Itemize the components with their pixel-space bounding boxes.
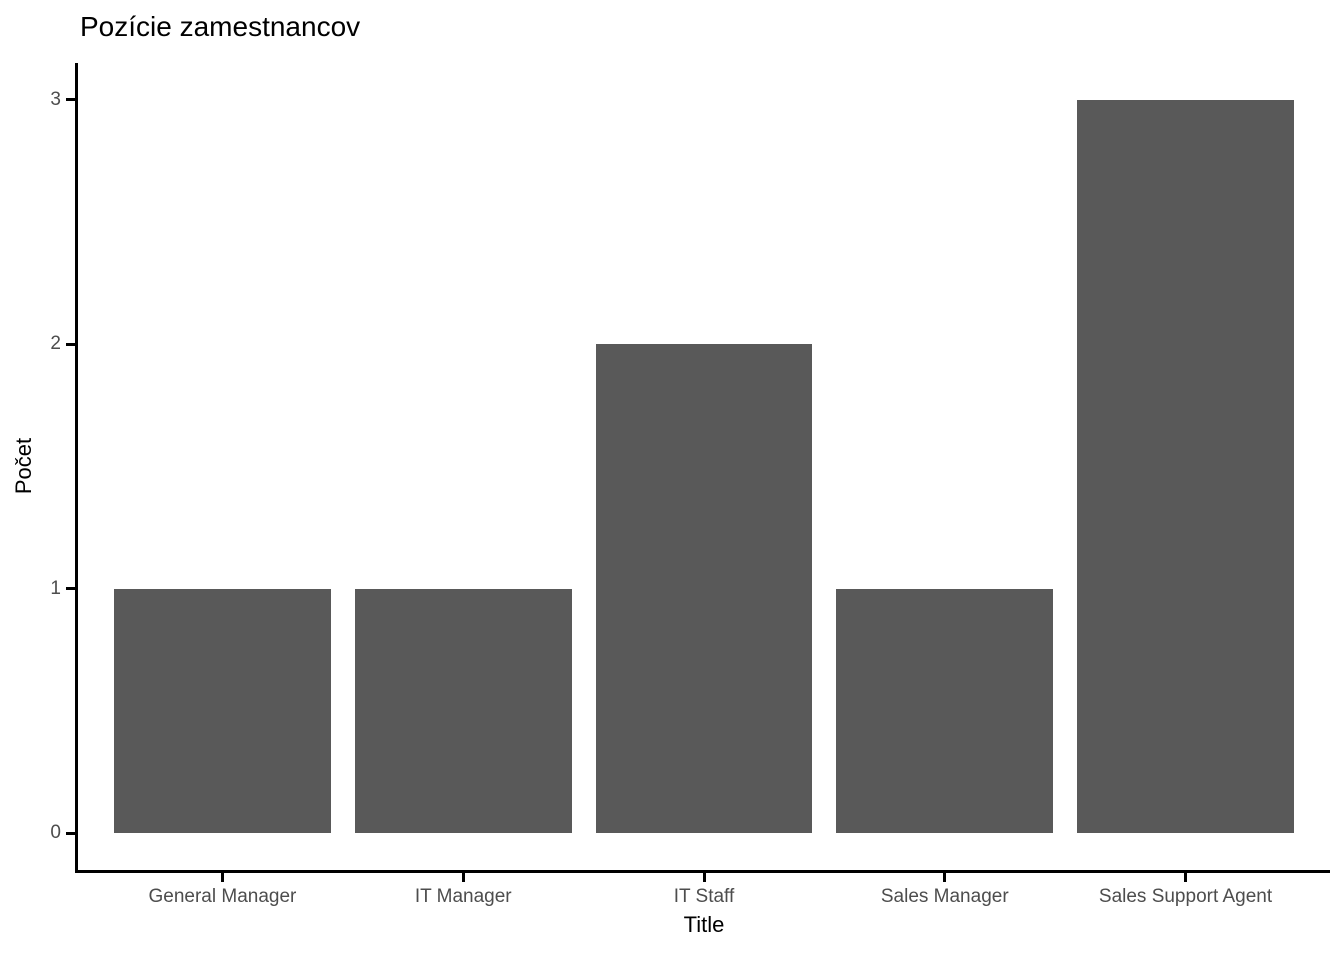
y-axis-line (75, 63, 78, 873)
x-tick-mark-it-manager (461, 873, 465, 882)
x-tick-label-sales-manager: Sales Manager (880, 886, 1009, 907)
x-tick-label-it-staff: IT Staff (673, 886, 735, 907)
x-axis-title: Title (683, 912, 725, 937)
x-tick-mark-it-staff (702, 873, 706, 882)
bar-it-manager (354, 588, 572, 834)
y-tick-label-2: 2 (50, 333, 61, 355)
bar-general-manager (114, 588, 331, 834)
chart-title: Pozície zamestnancov (80, 11, 361, 42)
x-tick-mark-general-manager (220, 873, 224, 882)
y-axis-title: Počet (11, 437, 36, 495)
x-axis-line (75, 870, 1330, 873)
bar-sales-support-agent (1077, 99, 1294, 834)
x-tick-mark-sales-support-agent (1184, 873, 1188, 882)
x-tick-label-it-manager: IT Manager (414, 886, 512, 907)
y-tick-label-1: 1 (50, 577, 61, 599)
y-tick-mark-3 (66, 98, 75, 102)
y-tick-mark-2 (66, 342, 75, 346)
y-tick-mark-0 (66, 831, 75, 835)
x-tick-mark-sales-manager (943, 873, 947, 882)
bar-it-staff (595, 344, 813, 834)
y-tick-label-0: 0 (50, 822, 61, 844)
bar-sales-manager (836, 588, 1054, 834)
y-tick-label-3: 3 (50, 88, 61, 110)
x-tick-label-general-manager: General Manager (148, 886, 297, 907)
x-tick-label-sales-support-agent: Sales Support Agent (1098, 886, 1273, 907)
y-tick-mark-1 (66, 587, 75, 591)
